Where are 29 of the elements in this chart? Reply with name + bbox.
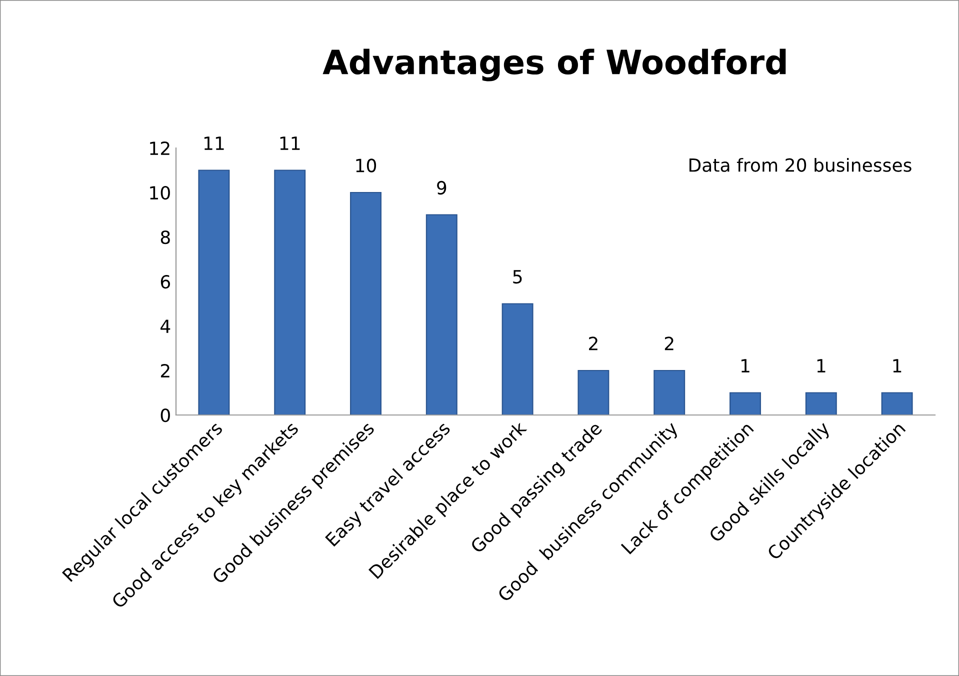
- data-label: 2: [664, 336, 674, 350]
- data-label: 9: [437, 180, 446, 195]
- bar: [805, 392, 837, 415]
- annotation: Data from 20 businesses: [689, 158, 912, 172]
- y-tick-label: 8: [160, 230, 170, 244]
- bar: [881, 392, 913, 415]
- bar: [198, 170, 230, 415]
- bar: [654, 370, 686, 415]
- bar: [426, 214, 458, 415]
- bar: [730, 392, 761, 415]
- data-label: 1: [893, 359, 902, 372]
- y-tick-label: 0: [160, 408, 170, 422]
- y-tick-label: 2: [160, 364, 170, 378]
- data-label: 10: [356, 158, 376, 172]
- data-label: 5: [513, 270, 522, 284]
- data-label: 2: [589, 336, 598, 350]
- y-tick-label: 10: [150, 186, 170, 200]
- data-label: 1: [741, 359, 750, 372]
- bar: [350, 192, 382, 415]
- bar: [578, 370, 610, 415]
- y-tick-label: 4: [160, 320, 170, 333]
- y-tick-label: 12: [150, 141, 170, 155]
- data-label: 11: [204, 136, 224, 150]
- bar: [274, 170, 306, 415]
- data-label: 1: [817, 359, 826, 372]
- data-label: 11: [280, 136, 300, 150]
- y-tick-label: 6: [160, 274, 170, 289]
- chart-title: Advantages of Woodford: [322, 48, 786, 82]
- bar: [502, 303, 534, 415]
